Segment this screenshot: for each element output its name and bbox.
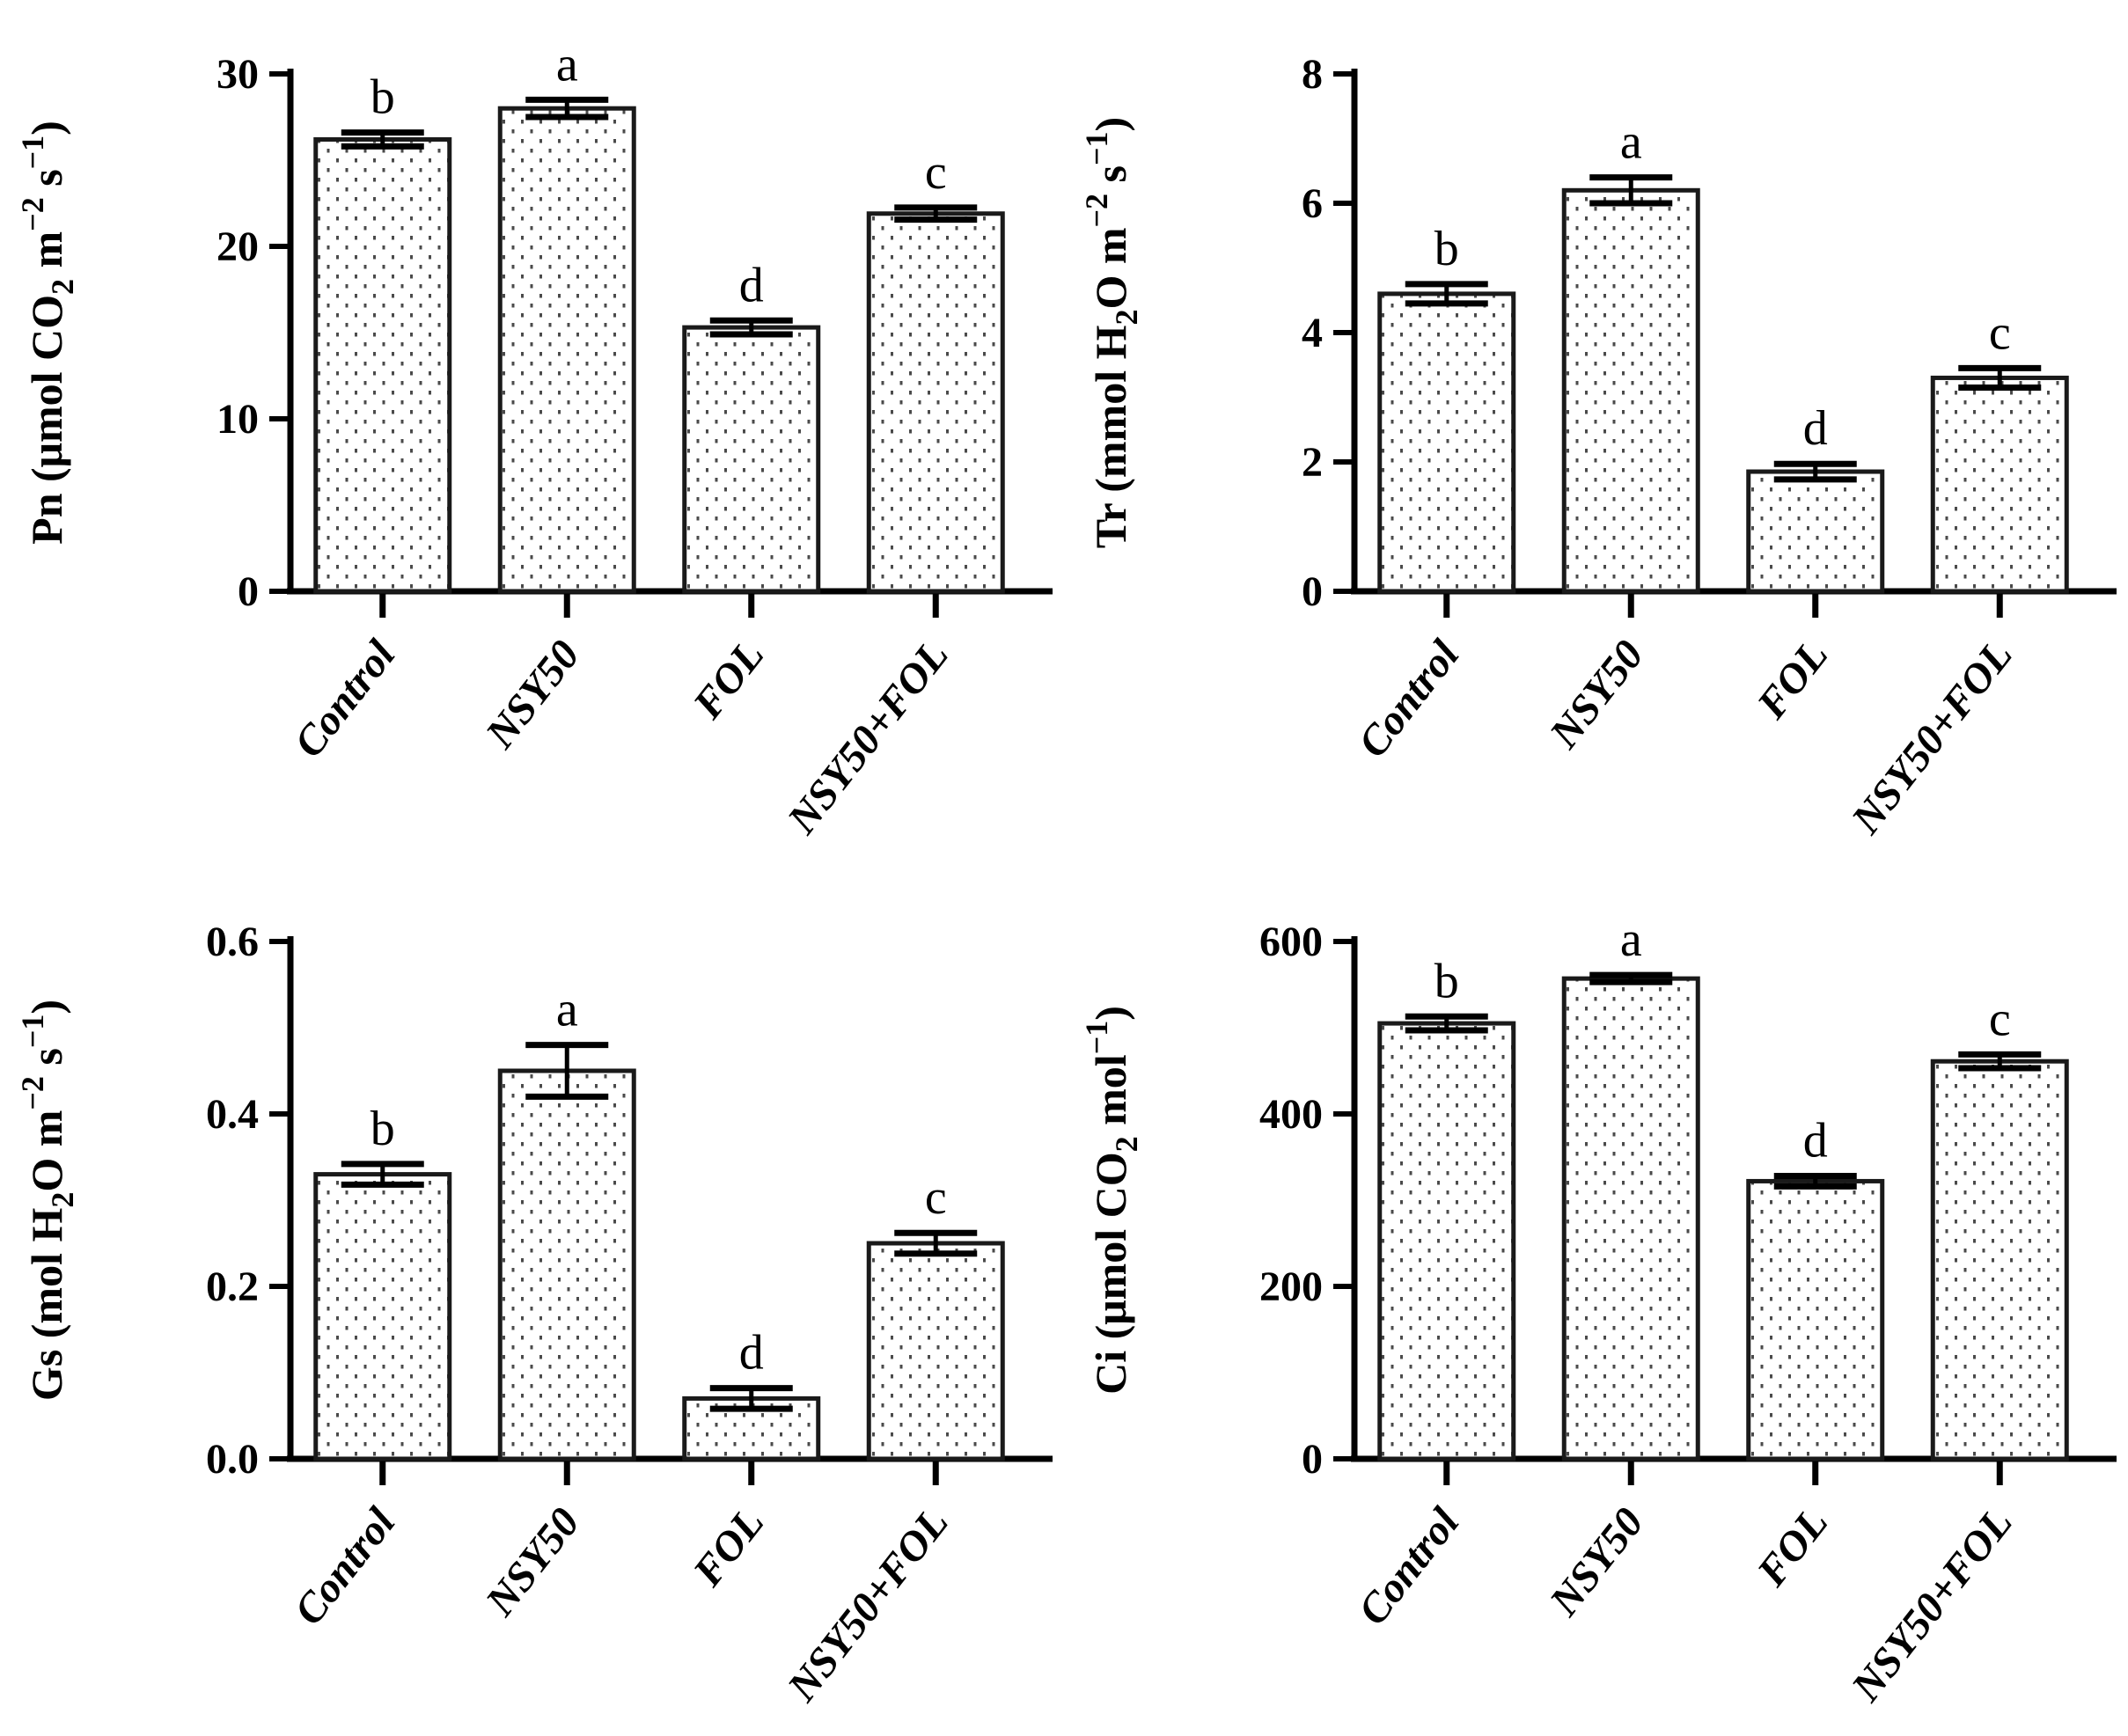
svg-text:c: c [925, 145, 947, 200]
svg-text:NSY50: NSY50 [1540, 1499, 1653, 1625]
svg-text:Ci (μmol CO2 mol−1): Ci (μmol CO2 mol−1) [1079, 1006, 1144, 1395]
svg-text:FOL: FOL [684, 1499, 773, 1595]
svg-text:0.4: 0.4 [206, 1091, 259, 1138]
svg-text:Control: Control [285, 632, 405, 766]
svg-text:b: b [371, 1102, 395, 1156]
svg-text:NSY50+FOL: NSY50+FOL [1842, 1499, 2022, 1710]
svg-text:b: b [371, 70, 395, 125]
svg-text:6: 6 [1302, 180, 1323, 227]
svg-text:NSY50+FOL: NSY50+FOL [1842, 632, 2022, 843]
svg-text:NSY50: NSY50 [476, 632, 589, 758]
svg-text:FOL: FOL [684, 632, 773, 728]
svg-text:Pn (μmol CO2 m−2 s−1): Pn (μmol CO2 m−2 s−1) [15, 121, 80, 545]
svg-text:d: d [1803, 401, 1828, 456]
svg-text:FOL: FOL [1748, 1499, 1837, 1595]
svg-text:Control: Control [1349, 1499, 1469, 1634]
svg-text:d: d [739, 1326, 764, 1381]
svg-text:d: d [1803, 1114, 1828, 1168]
svg-text:Tr (mmol H2O m−2 s−1): Tr (mmol H2O m−2 s−1) [1079, 117, 1144, 548]
svg-text:a: a [1620, 912, 1642, 967]
svg-text:200: 200 [1259, 1264, 1323, 1310]
svg-text:a: a [1620, 115, 1642, 170]
gs-bar-chart: 0.0 0.2 0.4 0.6 b Control a NSY50 d FOL c NSY50+FOL… [15, 919, 1053, 1710]
svg-text:0.0: 0.0 [206, 1436, 259, 1483]
svg-text:a: a [556, 983, 578, 1037]
svg-text:c: c [1989, 992, 2011, 1046]
svg-text:2: 2 [1302, 439, 1323, 486]
pn-bar-chart: 0 10 20 30 b Control a NSY50 d FOL c NSY50+FOL Pn (μ… [15, 37, 1053, 843]
svg-text:20: 20 [216, 223, 259, 270]
panel-tr: 0 2 4 6 8 b Control a NSY50 d FOL c NSY50+FOL Tr (mmo… [1064, 0, 2128, 868]
svg-text:10: 10 [216, 396, 259, 443]
svg-text:FOL: FOL [1748, 632, 1837, 728]
svg-text:NSY50+FOL: NSY50+FOL [778, 1499, 958, 1710]
panel-pn: 0 10 20 30 b Control a NSY50 d FOL c NSY50+FOL Pn (μ… [0, 0, 1064, 868]
svg-text:600: 600 [1259, 919, 1323, 965]
svg-text:b: b [1435, 954, 1459, 1008]
svg-text:30: 30 [216, 51, 259, 98]
svg-text:0.6: 0.6 [206, 919, 259, 965]
ci-bar-chart: 0 200 400 600 b Control a NSY50 d FOL c NSY50+FOL Ci… [1079, 912, 2117, 1710]
svg-text:8: 8 [1302, 51, 1323, 98]
tr-bar-chart: 0 2 4 6 8 b Control a NSY50 d FOL c NSY50+FOL Tr (mmo… [1079, 51, 2117, 843]
panel-gs: 0.0 0.2 0.4 0.6 b Control a NSY50 d FOL c NSY50+FOL… [0, 868, 1064, 1735]
svg-text:d: d [739, 258, 764, 312]
svg-text:NSY50: NSY50 [476, 1499, 589, 1625]
svg-text:0: 0 [238, 568, 259, 615]
svg-text:NSY50: NSY50 [1540, 632, 1653, 758]
svg-text:Gs (mol H2O m−2 s−1): Gs (mol H2O m−2 s−1) [15, 1000, 80, 1401]
svg-text:c: c [1989, 305, 2011, 360]
svg-text:NSY50+FOL: NSY50+FOL [778, 632, 958, 843]
svg-text:b: b [1435, 222, 1459, 276]
svg-text:Control: Control [1349, 632, 1469, 766]
svg-text:c: c [925, 1170, 947, 1225]
svg-text:400: 400 [1259, 1091, 1323, 1138]
svg-text:a: a [556, 37, 578, 92]
svg-text:0.2: 0.2 [206, 1264, 259, 1310]
svg-text:Control: Control [285, 1499, 405, 1634]
svg-text:0: 0 [1302, 568, 1323, 615]
panel-ci: 0 200 400 600 b Control a NSY50 d FOL c NSY50+FOL Ci… [1064, 868, 2128, 1735]
svg-text:4: 4 [1302, 310, 1323, 356]
svg-text:0: 0 [1302, 1436, 1323, 1483]
